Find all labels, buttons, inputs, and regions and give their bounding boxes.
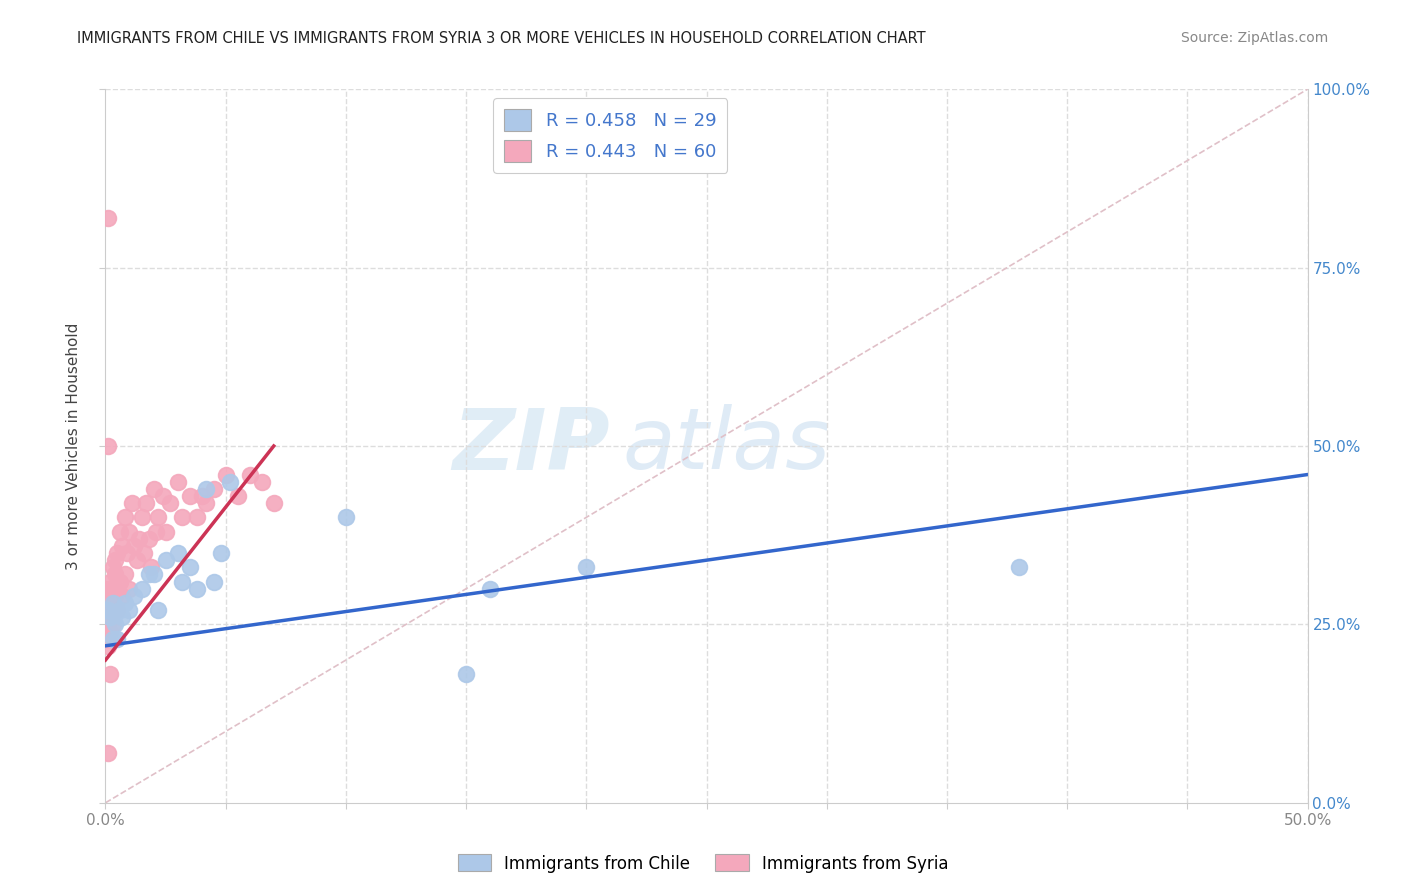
Text: ZIP: ZIP bbox=[453, 404, 610, 488]
Point bbox=[155, 553, 177, 567]
Point bbox=[1008, 560, 1031, 574]
Point bbox=[97, 582, 120, 596]
Point bbox=[172, 510, 194, 524]
Point bbox=[159, 496, 181, 510]
Point bbox=[97, 603, 120, 617]
Point bbox=[142, 482, 165, 496]
Point bbox=[195, 482, 218, 496]
Point bbox=[209, 546, 232, 560]
Point bbox=[125, 553, 148, 567]
Point bbox=[97, 639, 120, 653]
Point bbox=[138, 532, 160, 546]
Point bbox=[104, 589, 127, 603]
Point bbox=[97, 596, 120, 610]
Point bbox=[104, 553, 127, 567]
Point bbox=[132, 546, 155, 560]
Point bbox=[479, 582, 502, 596]
Point bbox=[179, 489, 201, 503]
Point bbox=[152, 489, 174, 503]
Point bbox=[107, 546, 129, 560]
Point bbox=[118, 582, 141, 596]
Point bbox=[108, 603, 131, 617]
Point bbox=[131, 510, 153, 524]
Point bbox=[124, 539, 146, 553]
Text: Source: ZipAtlas.com: Source: ZipAtlas.com bbox=[1181, 31, 1329, 45]
Point bbox=[214, 467, 236, 482]
Point bbox=[142, 567, 165, 582]
Point bbox=[114, 510, 136, 524]
Point bbox=[131, 582, 153, 596]
Point bbox=[128, 532, 150, 546]
Point bbox=[97, 211, 120, 225]
Point bbox=[190, 489, 212, 503]
Point bbox=[98, 624, 121, 639]
Point bbox=[101, 632, 124, 646]
Point bbox=[166, 475, 188, 489]
Point bbox=[101, 617, 124, 632]
Point bbox=[118, 603, 141, 617]
Point bbox=[202, 574, 225, 589]
Point bbox=[219, 475, 242, 489]
Point bbox=[148, 510, 170, 524]
Point bbox=[202, 482, 225, 496]
Point bbox=[98, 610, 121, 624]
Point bbox=[104, 617, 127, 632]
Point bbox=[97, 632, 120, 646]
Point bbox=[108, 524, 131, 539]
Point bbox=[148, 603, 170, 617]
Point bbox=[145, 524, 167, 539]
Text: IMMIGRANTS FROM CHILE VS IMMIGRANTS FROM SYRIA 3 OR MORE VEHICLES IN HOUSEHOLD C: IMMIGRANTS FROM CHILE VS IMMIGRANTS FROM… bbox=[77, 31, 927, 46]
Point bbox=[114, 596, 136, 610]
Point bbox=[250, 475, 273, 489]
Point bbox=[98, 667, 121, 681]
Point bbox=[139, 560, 162, 574]
Point bbox=[186, 510, 208, 524]
Legend: Immigrants from Chile, Immigrants from Syria: Immigrants from Chile, Immigrants from S… bbox=[451, 847, 955, 880]
Point bbox=[166, 546, 188, 560]
Point bbox=[124, 589, 146, 603]
Point bbox=[172, 574, 194, 589]
Point bbox=[118, 524, 141, 539]
Point bbox=[98, 574, 121, 589]
Point bbox=[97, 610, 120, 624]
Point bbox=[101, 560, 124, 574]
Y-axis label: 3 or more Vehicles in Household: 3 or more Vehicles in Household bbox=[66, 322, 82, 570]
Text: atlas: atlas bbox=[623, 404, 831, 488]
Point bbox=[179, 560, 201, 574]
Point bbox=[239, 467, 262, 482]
Point bbox=[263, 496, 285, 510]
Point bbox=[575, 560, 598, 574]
Legend: R = 0.458   N = 29, R = 0.443   N = 60: R = 0.458 N = 29, R = 0.443 N = 60 bbox=[494, 98, 727, 173]
Point bbox=[111, 539, 134, 553]
Point bbox=[107, 632, 129, 646]
Point bbox=[108, 574, 131, 589]
Point bbox=[97, 439, 120, 453]
Point bbox=[115, 546, 138, 560]
Point bbox=[101, 596, 124, 610]
Point bbox=[121, 496, 143, 510]
Point bbox=[335, 510, 357, 524]
Point bbox=[111, 589, 134, 603]
Point bbox=[186, 582, 208, 596]
Point bbox=[226, 489, 249, 503]
Point bbox=[101, 596, 124, 610]
Point bbox=[98, 603, 121, 617]
Point bbox=[111, 610, 134, 624]
Point bbox=[97, 746, 120, 760]
Point bbox=[155, 524, 177, 539]
Point bbox=[97, 603, 120, 617]
Point bbox=[135, 496, 157, 510]
Point bbox=[195, 496, 218, 510]
Point bbox=[98, 589, 121, 603]
Point bbox=[97, 617, 120, 632]
Point bbox=[104, 567, 127, 582]
Point bbox=[114, 567, 136, 582]
Point bbox=[107, 582, 129, 596]
Point bbox=[454, 667, 477, 681]
Point bbox=[107, 603, 129, 617]
Point bbox=[138, 567, 160, 582]
